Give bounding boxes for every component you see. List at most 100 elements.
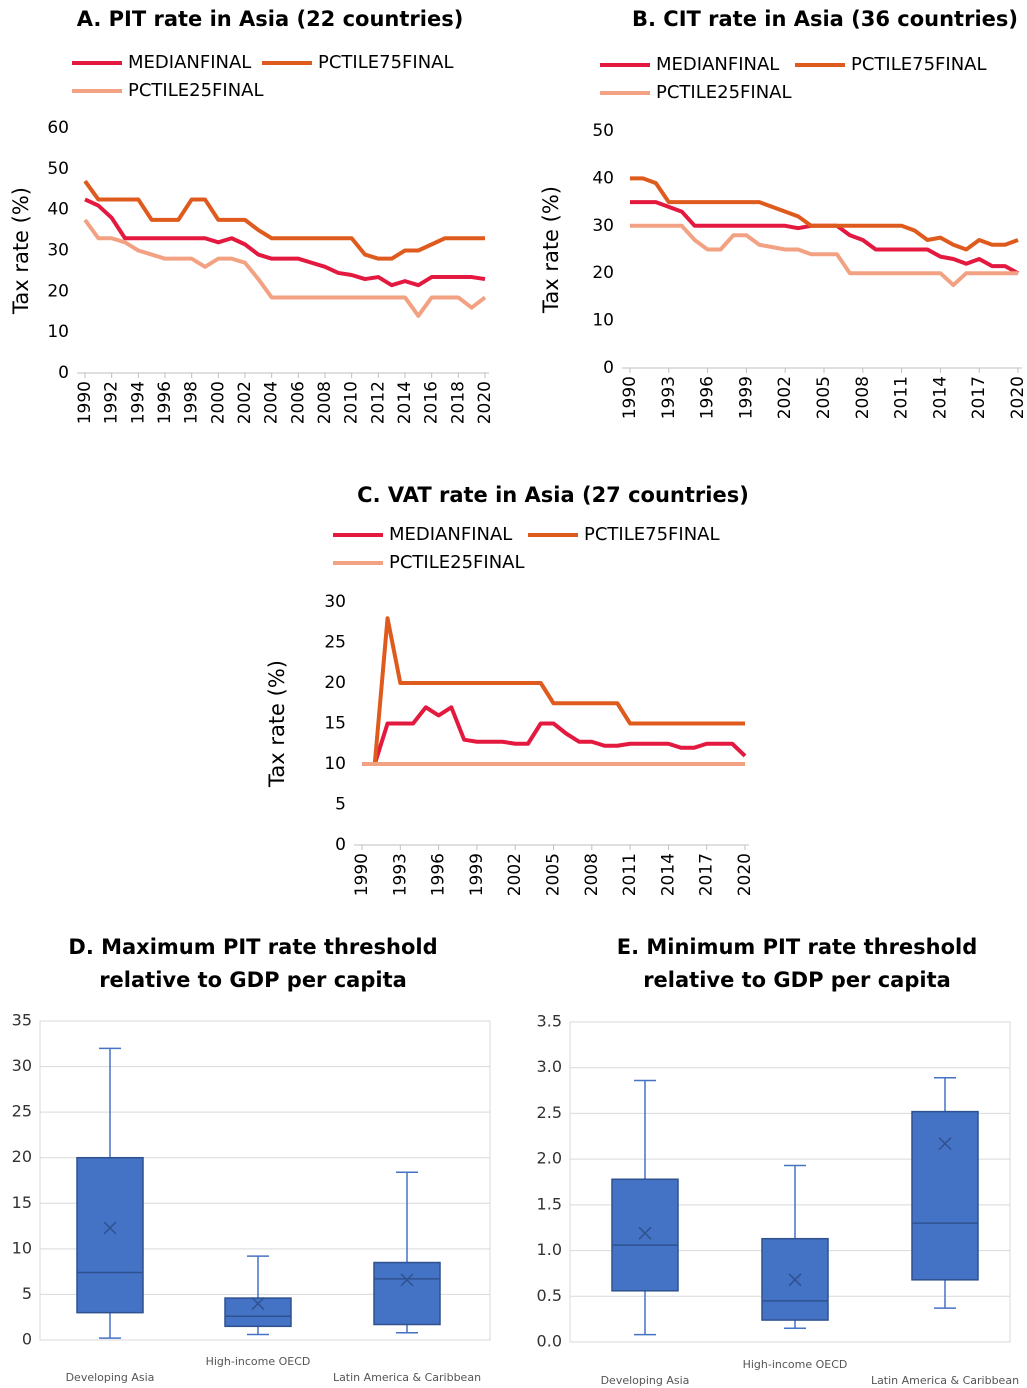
legend-label: MEDIANFINAL [656, 54, 779, 75]
y-tick-label: 50 [47, 159, 69, 179]
x-tick-label: 1998 [182, 381, 202, 424]
y-tick-label: 25 [12, 1102, 32, 1121]
legend-label: PCTILE75FINAL [584, 524, 720, 545]
y-tick-label: 15 [12, 1193, 32, 1212]
x-tick-label: 2017 [969, 376, 989, 419]
x-tick-label: 2011 [620, 853, 640, 896]
y-tick-label: 1.0 [537, 1240, 562, 1259]
x-tick-label: 2018 [448, 381, 468, 424]
y-tick-label: 3.5 [537, 1012, 562, 1031]
x-tick-label: 1992 [102, 381, 122, 424]
legend-label: MEDIANFINAL [389, 524, 512, 545]
x-tick-label: 2011 [892, 376, 912, 419]
y-axis-label: Tax rate (%) [539, 186, 563, 314]
box [76, 1156, 144, 1314]
x-tick-label: 1994 [128, 381, 148, 424]
x-tick-label: 1996 [429, 853, 449, 896]
x-tick-label: 2014 [395, 381, 415, 424]
y-tick-label: 40 [47, 200, 69, 220]
x-tick-label: 2005 [544, 853, 564, 896]
x-tick-label: 2020 [475, 381, 495, 424]
box [911, 1110, 979, 1281]
x-tick-label: 1990 [75, 381, 95, 424]
mean-marker [638, 1226, 652, 1240]
y-tick-label: 10 [47, 322, 69, 342]
x-tick-label: 1996 [698, 376, 718, 419]
y-tick-label: 30 [324, 592, 346, 612]
data-line [630, 223, 1018, 288]
chart-title: relative to GDP per capita [99, 968, 407, 992]
legend-label: PCTILE25FINAL [128, 80, 264, 101]
x-tick-label: 2014 [658, 853, 678, 896]
data-line [83, 179, 485, 261]
x-tick-label: 2020 [1008, 376, 1027, 419]
data-line [362, 705, 747, 766]
y-tick-label: 30 [592, 216, 614, 236]
chart-title: E. Minimum PIT rate threshold [617, 935, 978, 959]
y-tick-label: 5 [335, 795, 346, 815]
mean-marker [938, 1137, 952, 1151]
x-category-label: Latin America & Caribbean [871, 1374, 1019, 1387]
x-tick-label: 1999 [736, 376, 756, 419]
x-category-label: Developing Asia [601, 1374, 690, 1387]
y-tick-label: 20 [47, 281, 69, 301]
y-tick-label: 0 [603, 358, 614, 378]
chart-title: A. PIT rate in Asia (22 countries) [77, 7, 464, 31]
y-tick-label: 20 [324, 673, 346, 693]
y-tick-label: 30 [12, 1056, 32, 1075]
x-tick-label: 1990 [352, 853, 372, 896]
legend-label: MEDIANFINAL [128, 52, 251, 73]
y-tick-label: 2.0 [537, 1149, 562, 1168]
mean-marker [251, 1297, 265, 1311]
x-tick-label: 1999 [467, 853, 487, 896]
x-tick-label: 1993 [390, 853, 410, 896]
x-tick-label: 2006 [288, 381, 308, 424]
x-category-label: Latin America & Caribbean [333, 1371, 481, 1384]
x-tick-label: 2020 [735, 853, 755, 896]
y-tick-label: 0.5 [537, 1286, 562, 1305]
y-tick-label: 0 [335, 835, 346, 855]
y-tick-label: 2.5 [537, 1103, 562, 1122]
x-tick-label: 2008 [853, 376, 873, 419]
x-category-label: High-income OECD [206, 1355, 311, 1368]
chart-title: B. CIT rate in Asia (36 countries) [632, 7, 1018, 31]
y-tick-label: 10 [592, 311, 614, 331]
y-tick-label: 25 [324, 633, 346, 653]
x-tick-label: 2012 [368, 381, 388, 424]
legend-label: PCTILE75FINAL [851, 54, 987, 75]
y-tick-label: 50 [592, 121, 614, 141]
legend-label: PCTILE25FINAL [656, 82, 792, 103]
chart-title: relative to GDP per capita [643, 968, 951, 992]
legend-label: PCTILE25FINAL [389, 552, 525, 573]
box [224, 1297, 292, 1328]
x-tick-label: 2014 [930, 376, 950, 419]
y-axis-label: Tax rate (%) [265, 660, 289, 788]
x-tick-label: 1990 [620, 376, 640, 419]
x-tick-label: 2000 [208, 381, 228, 424]
y-tick-label: 30 [47, 241, 69, 261]
x-tick-label: 2010 [342, 381, 362, 424]
y-tick-label: 40 [592, 168, 614, 188]
y-tick-label: 35 [12, 1011, 32, 1030]
y-tick-label: 0 [22, 1330, 32, 1349]
x-tick-label: 1996 [155, 381, 175, 424]
box [373, 1261, 441, 1326]
x-tick-label: 2004 [262, 381, 282, 424]
x-tick-label: 2016 [422, 381, 442, 424]
y-axis-label: Tax rate (%) [9, 187, 33, 315]
x-category-label: Developing Asia [66, 1371, 155, 1384]
x-tick-label: 2008 [582, 853, 602, 896]
y-tick-label: 20 [592, 263, 614, 283]
y-tick-label: 60 [47, 118, 69, 138]
chart-title: D. Maximum PIT rate threshold [68, 935, 437, 959]
y-tick-label: 3.0 [537, 1057, 562, 1076]
y-tick-label: 0.0 [537, 1332, 562, 1351]
x-tick-label: 2005 [814, 376, 834, 419]
x-tick-label: 2017 [697, 853, 717, 896]
y-tick-label: 5 [22, 1284, 32, 1303]
x-tick-label: 2008 [315, 381, 335, 424]
mean-marker [103, 1221, 117, 1235]
mean-marker [400, 1273, 414, 1287]
x-tick-label: 1993 [659, 376, 679, 419]
x-tick-label: 2002 [775, 376, 795, 419]
